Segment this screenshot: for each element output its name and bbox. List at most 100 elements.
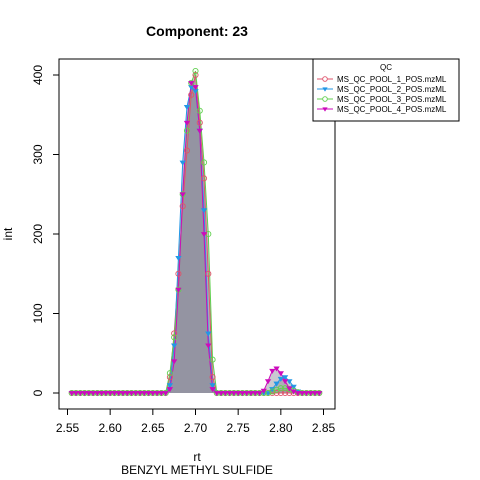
- data-point-series-4: [286, 386, 293, 392]
- data-point-series-4: [200, 232, 208, 238]
- y-tick-label: 200: [31, 224, 45, 244]
- data-point-series-4: [192, 85, 199, 91]
- data-point-series-1: [209, 374, 216, 381]
- data-point-series-4: [124, 391, 131, 397]
- data-point-series-4: [72, 391, 80, 397]
- x-tick-label: 2.75: [226, 421, 250, 435]
- data-point-series-4: [166, 387, 174, 393]
- chart-title: Component: 23: [146, 23, 248, 39]
- data-point-series-2: [179, 160, 186, 166]
- data-point-series-2: [273, 381, 280, 387]
- data-point-series-3: [171, 334, 178, 341]
- data-point-series-2: [209, 383, 216, 389]
- data-point-series-4: [81, 391, 88, 397]
- chart-subtitle: BENZYL METHYL SULFIDE: [121, 463, 273, 477]
- data-point-series-3: [277, 385, 284, 392]
- data-point-series-3: [209, 356, 216, 363]
- data-point-series-4: [188, 81, 195, 87]
- data-point-series-1: [200, 175, 208, 182]
- data-point-series-2: [166, 383, 174, 389]
- data-point-series-4: [239, 391, 246, 397]
- y-tick-label: 100: [31, 303, 45, 323]
- x-tick-label: 2.85: [312, 421, 336, 435]
- data-point-series-4: [98, 391, 105, 397]
- data-point-series-1: [171, 330, 178, 337]
- data-point-series-4: [179, 192, 186, 198]
- data-point-series-2: [277, 376, 284, 382]
- data-point-series-4: [260, 388, 267, 394]
- data-point-series-4: [226, 391, 233, 397]
- data-point-series-1: [175, 270, 182, 277]
- data-point-series-4: [277, 371, 284, 377]
- data-point-series-2: [281, 375, 289, 381]
- data-point-series-4: [175, 287, 182, 293]
- y-tick-label: 300: [31, 144, 45, 164]
- legend-label: MS_QC_POOL_1_POS.mzML: [337, 75, 447, 84]
- data-point-series-4: [222, 391, 229, 397]
- data-point-series-4: [235, 391, 242, 397]
- data-point-series-4: [136, 391, 144, 397]
- legend-label: MS_QC_POOL_3_POS.mzML: [337, 95, 447, 104]
- data-point-series-4: [145, 391, 152, 397]
- peak-fill-layer: [71, 71, 320, 394]
- data-point-series-4: [294, 391, 302, 397]
- legend-label: MS_QC_POOL_2_POS.mzML: [337, 85, 447, 94]
- data-point-series-4: [85, 391, 92, 397]
- x-tick-label: 2.55: [56, 421, 80, 435]
- data-point-series-4: [94, 391, 101, 397]
- x-axis-label: rt: [193, 450, 201, 464]
- data-point-series-4: [243, 391, 250, 397]
- data-point-series-4: [264, 379, 272, 385]
- data-point-series-4: [115, 391, 122, 397]
- x-tick-label: 2.80: [269, 421, 293, 435]
- data-point-series-4: [307, 391, 314, 397]
- data-point-series-4: [102, 391, 110, 397]
- data-point-series-4: [111, 391, 118, 397]
- y-axis-label: int: [1, 227, 15, 240]
- data-point-series-4: [119, 391, 127, 397]
- data-point-series-1: [205, 270, 212, 277]
- data-point-series-1: [192, 71, 199, 79]
- data-point-series-4: [171, 359, 178, 365]
- data-point-series-4: [158, 391, 165, 397]
- data-point-series-3: [166, 370, 173, 377]
- data-point-series-3: [196, 107, 203, 114]
- data-point-series-4: [205, 343, 212, 349]
- data-point-series-4: [107, 391, 114, 397]
- data-point-series-4: [247, 391, 255, 397]
- legend-marker: [322, 96, 328, 102]
- data-point-series-4: [311, 391, 319, 397]
- peak-fill-series-1: [71, 75, 320, 393]
- data-point-series-4: [299, 391, 306, 397]
- legend-label: MS_QC_POOL_4_POS.mzML: [337, 105, 447, 114]
- data-point-series-4: [128, 391, 135, 397]
- data-point-series-4: [149, 391, 156, 397]
- data-point-series-4: [196, 128, 203, 134]
- data-point-series-2: [290, 384, 297, 390]
- data-point-series-4: [256, 391, 263, 397]
- data-point-series-3: [200, 159, 208, 166]
- data-point-series-1: [179, 203, 186, 210]
- data-point-series-4: [281, 379, 289, 385]
- data-point-series-2: [175, 255, 182, 262]
- legend-title: QC: [380, 63, 392, 72]
- y-axis: 0 100 200 300 400: [31, 65, 60, 396]
- data-point-series-4: [316, 391, 323, 397]
- x-tick-label: 2.65: [141, 421, 165, 435]
- data-point-series-4: [183, 120, 191, 126]
- data-point-series-4: [68, 391, 75, 397]
- x-axis: 2.55 2.60 2.65 2.70 2.75 2.80 2.85: [56, 408, 336, 435]
- data-point-series-2: [205, 331, 212, 337]
- data-point-series-1: [183, 147, 191, 154]
- data-point-series-4: [77, 391, 84, 397]
- data-point-series-4: [162, 391, 169, 397]
- legend-marker: [322, 107, 328, 112]
- data-point-series-4: [273, 366, 280, 372]
- data-point-series-4: [209, 387, 216, 393]
- y-tick-label: 400: [31, 65, 45, 85]
- y-tick-label: 0: [31, 389, 45, 396]
- x-tick-label: 2.60: [98, 421, 122, 435]
- data-point-series-4: [269, 368, 276, 374]
- data-point-series-4: [303, 391, 310, 397]
